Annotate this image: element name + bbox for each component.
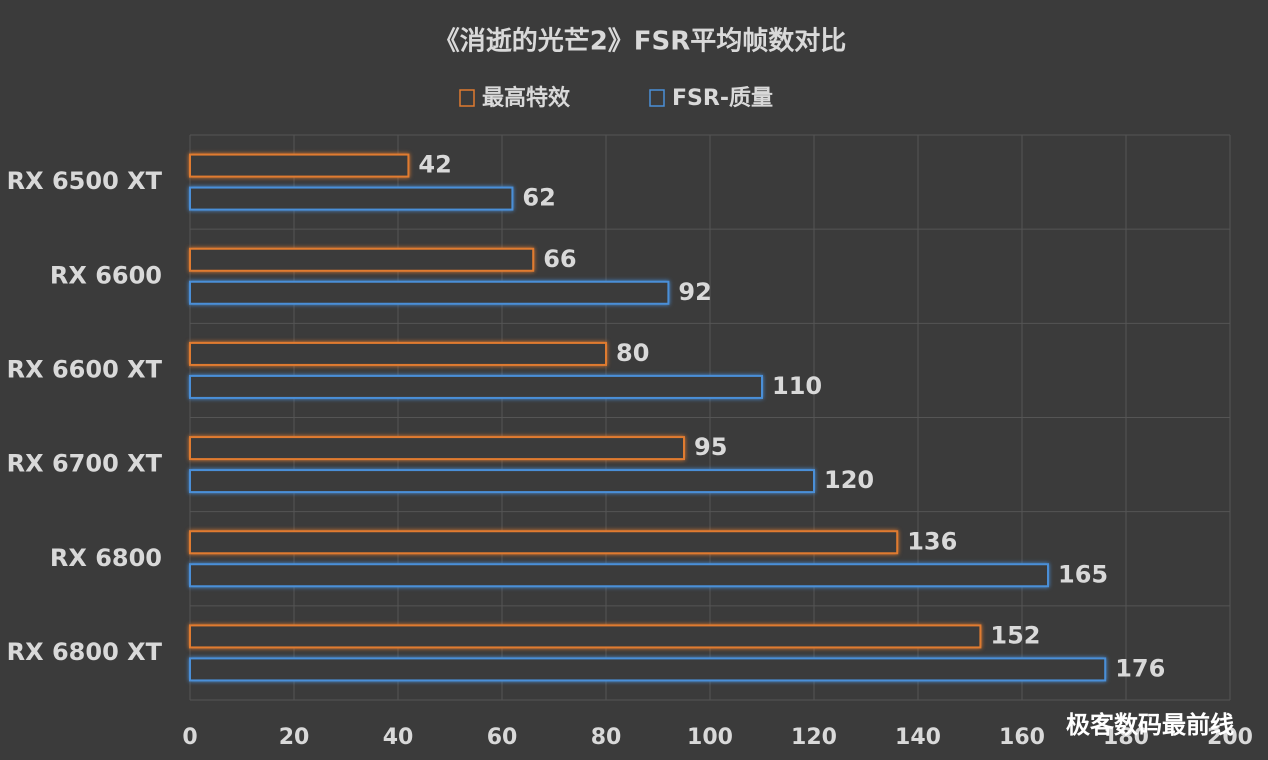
x-tick-label: 200 (1207, 725, 1253, 750)
legend-label: 最高特效 (482, 85, 570, 111)
bar (189, 530, 899, 555)
value-label: 136 (907, 527, 957, 555)
x-tick-label: 80 (591, 725, 622, 750)
value-label: 176 (1115, 654, 1165, 682)
x-tick-label: 0 (182, 725, 197, 750)
bar (189, 186, 514, 211)
y-tick-label: RX 6700 XT (7, 450, 163, 478)
bar (189, 280, 670, 305)
x-tick-label: 120 (791, 725, 837, 750)
bar (189, 657, 1107, 682)
legend-swatch (649, 89, 665, 107)
chart-title: 《消逝的光芒2》FSR平均帧数对比 (434, 26, 847, 57)
x-tick-label: 180 (1103, 725, 1149, 750)
x-tick-label: 100 (687, 725, 733, 750)
bar (189, 247, 535, 272)
y-tick-label: RX 6600 XT (7, 355, 163, 383)
y-tick-label: RX 6800 (50, 544, 162, 572)
x-tick-label: 40 (383, 725, 414, 750)
bar (189, 563, 1049, 588)
x-tick-label: 60 (487, 725, 518, 750)
bar (189, 341, 607, 366)
value-label: 42 (418, 151, 451, 179)
watermark: 极客数码最前线 (1066, 711, 1234, 739)
bar (189, 469, 815, 494)
y-tick-label: RX 6800 XT (7, 638, 163, 666)
value-label: 92 (678, 278, 711, 306)
x-tick-label: 140 (895, 725, 941, 750)
legend-label: FSR-质量 (672, 86, 773, 111)
x-tick-label: 20 (279, 725, 310, 750)
y-tick-label: RX 6600 (50, 261, 162, 289)
value-label: 165 (1058, 560, 1108, 588)
x-tick-label: 160 (999, 725, 1045, 750)
y-tick-label: RX 6500 XT (7, 167, 163, 195)
value-label: 62 (522, 184, 555, 212)
bar (189, 624, 982, 649)
value-label: 120 (824, 466, 874, 494)
value-label: 110 (772, 372, 822, 400)
bar (189, 153, 410, 178)
value-label: 152 (990, 621, 1040, 649)
bar (189, 374, 763, 399)
legend-swatch (459, 89, 475, 107)
value-label: 66 (543, 245, 576, 273)
value-label: 95 (694, 433, 727, 461)
value-label: 80 (616, 339, 649, 367)
bar (189, 436, 685, 461)
